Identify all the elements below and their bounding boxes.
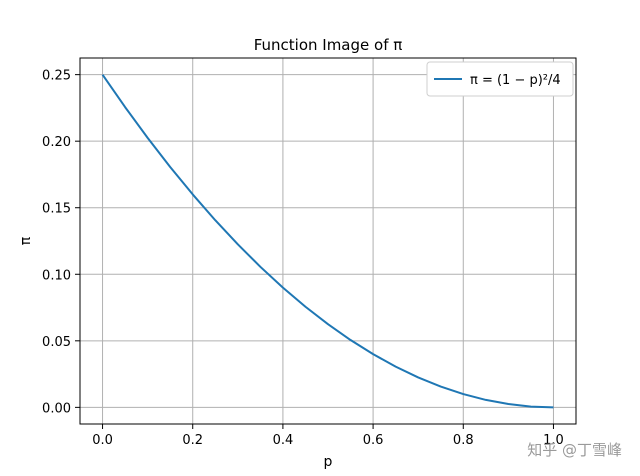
grid bbox=[80, 58, 576, 424]
y-tick-label: 0.00 bbox=[42, 401, 71, 416]
series-layer bbox=[101, 74, 554, 409]
y-tick-label: 0.15 bbox=[42, 202, 71, 217]
watermark-text: 知乎 @丁雪峰 bbox=[527, 441, 622, 459]
legend-box bbox=[426, 61, 574, 97]
x-tick-label: 0.4 bbox=[273, 433, 294, 448]
plot-frame bbox=[79, 57, 577, 425]
chart-title: Function Image of π bbox=[254, 36, 403, 54]
y-tick-label: 0.25 bbox=[42, 69, 71, 84]
legend: π = (1 − p)²/4 bbox=[426, 61, 574, 97]
x-tick-label: 0.8 bbox=[453, 433, 474, 448]
x-axis-label: p bbox=[324, 454, 333, 470]
x-tick-label: 0.2 bbox=[182, 433, 203, 448]
series-line bbox=[101, 74, 554, 409]
legend-entry-label: π = (1 − p)²/4 bbox=[470, 73, 561, 88]
y-tick-label: 0.10 bbox=[42, 268, 71, 283]
y-axis-label: π bbox=[18, 236, 34, 245]
x-tick-label: 0.0 bbox=[92, 433, 113, 448]
ticks: 0.0 0.2 0.4 0.6 0.8 1.0 0.00 0.05 0.10 0.15 0.20 0.… bbox=[42, 69, 564, 448]
x-tick-label: 1.0 bbox=[543, 433, 564, 448]
x-tick-label: 0.6 bbox=[363, 433, 384, 448]
y-tick-label: 0.05 bbox=[42, 335, 71, 350]
y-tick-label: 0.20 bbox=[42, 135, 71, 150]
